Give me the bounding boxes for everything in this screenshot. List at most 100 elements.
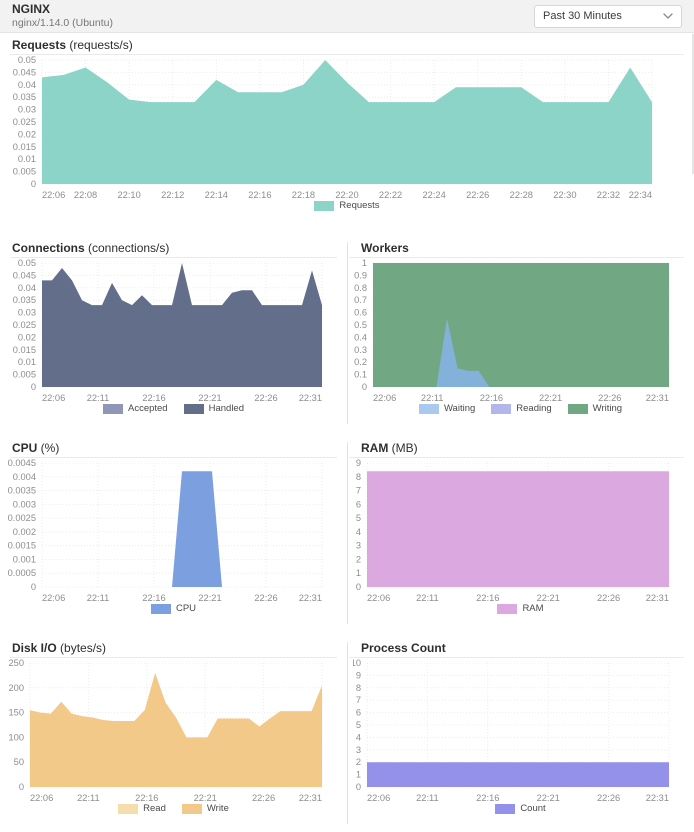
svg-text:0.03: 0.03 (18, 105, 36, 115)
svg-text:22:16: 22:16 (142, 393, 165, 403)
svg-text:100: 100 (8, 732, 24, 742)
svg-text:3: 3 (356, 541, 361, 551)
svg-text:22:16: 22:16 (476, 793, 499, 803)
svg-text:22:24: 22:24 (423, 190, 446, 200)
svg-text:0: 0 (31, 582, 36, 592)
svg-text:0.02: 0.02 (18, 129, 36, 139)
svg-text:22:06: 22:06 (42, 393, 65, 403)
svg-text:0.004: 0.004 (13, 472, 36, 482)
svg-text:0.0005: 0.0005 (8, 568, 36, 578)
svg-text:22:10: 22:10 (118, 190, 141, 200)
svg-text:22:16: 22:16 (248, 190, 271, 200)
svg-text:22:16: 22:16 (476, 593, 499, 603)
svg-text:0.04: 0.04 (18, 283, 36, 293)
svg-text:22:16: 22:16 (142, 593, 165, 603)
svg-text:0.0015: 0.0015 (8, 541, 36, 551)
svg-text:22:06: 22:06 (367, 793, 390, 803)
svg-text:22:31: 22:31 (299, 593, 322, 603)
svg-text:0.2: 0.2 (354, 357, 367, 367)
svg-text:4: 4 (356, 527, 361, 537)
svg-text:22:06: 22:06 (373, 393, 396, 403)
svg-text:1: 1 (362, 258, 367, 268)
svg-text:8: 8 (356, 683, 361, 693)
svg-text:9: 9 (356, 458, 361, 468)
svg-text:22:16: 22:16 (135, 793, 158, 803)
svg-text:22:31: 22:31 (646, 593, 669, 603)
svg-text:0.0045: 0.0045 (8, 458, 36, 468)
svg-text:8: 8 (356, 472, 361, 482)
svg-text:0.005: 0.005 (13, 370, 36, 380)
svg-text:22:16: 22:16 (480, 393, 503, 403)
svg-text:0.05: 0.05 (18, 55, 36, 65)
svg-text:22:28: 22:28 (510, 190, 533, 200)
svg-text:22:06: 22:06 (42, 190, 65, 200)
svg-text:22:06: 22:06 (30, 793, 53, 803)
svg-text:0.3: 0.3 (354, 345, 367, 355)
svg-text:50: 50 (14, 757, 24, 767)
svg-text:22:18: 22:18 (292, 190, 315, 200)
svg-text:22:08: 22:08 (74, 190, 97, 200)
svg-text:0.002: 0.002 (13, 527, 36, 537)
svg-text:22:26: 22:26 (252, 793, 275, 803)
svg-text:22:06: 22:06 (367, 593, 390, 603)
svg-text:0.04: 0.04 (18, 80, 36, 90)
svg-text:22:26: 22:26 (597, 793, 620, 803)
svg-text:0.9: 0.9 (354, 270, 367, 280)
svg-text:0.01: 0.01 (18, 154, 36, 164)
svg-text:22:11: 22:11 (87, 593, 110, 603)
svg-text:0: 0 (31, 382, 36, 392)
svg-text:10: 10 (353, 658, 361, 668)
svg-text:5: 5 (356, 513, 361, 523)
svg-text:2: 2 (356, 757, 361, 767)
svg-text:9: 9 (356, 670, 361, 680)
svg-text:22:12: 22:12 (161, 190, 184, 200)
svg-text:22:21: 22:21 (194, 793, 217, 803)
svg-text:0.035: 0.035 (13, 295, 36, 305)
svg-text:3: 3 (356, 745, 361, 755)
svg-text:22:11: 22:11 (77, 793, 100, 803)
svg-text:0.5: 0.5 (354, 320, 367, 330)
svg-text:0.1: 0.1 (354, 370, 367, 380)
svg-text:22:31: 22:31 (646, 793, 669, 803)
svg-text:0.01: 0.01 (18, 357, 36, 367)
svg-text:0: 0 (356, 782, 361, 792)
svg-text:22:20: 22:20 (335, 190, 358, 200)
svg-text:5: 5 (356, 720, 361, 730)
svg-text:22:32: 22:32 (597, 190, 620, 200)
svg-text:0.015: 0.015 (13, 345, 36, 355)
svg-text:0.001: 0.001 (13, 554, 36, 564)
svg-text:0.03: 0.03 (18, 308, 36, 318)
svg-text:0.005: 0.005 (13, 167, 36, 177)
svg-text:22:22: 22:22 (379, 190, 402, 200)
svg-text:22:11: 22:11 (421, 393, 444, 403)
svg-text:250: 250 (8, 658, 24, 668)
svg-text:22:26: 22:26 (466, 190, 489, 200)
svg-text:0.035: 0.035 (13, 92, 36, 102)
svg-text:22:30: 22:30 (553, 190, 576, 200)
svg-text:6: 6 (356, 708, 361, 718)
svg-text:0.8: 0.8 (354, 283, 367, 293)
svg-text:1: 1 (356, 770, 361, 780)
svg-text:0: 0 (19, 782, 24, 792)
svg-text:22:21: 22:21 (198, 393, 221, 403)
svg-text:0.7: 0.7 (354, 295, 367, 305)
svg-text:22:26: 22:26 (597, 593, 620, 603)
svg-text:22:11: 22:11 (87, 393, 110, 403)
svg-text:0.025: 0.025 (13, 117, 36, 127)
svg-text:200: 200 (8, 683, 24, 693)
svg-text:0: 0 (356, 582, 361, 592)
svg-text:0.0035: 0.0035 (8, 486, 36, 496)
svg-text:2: 2 (356, 554, 361, 564)
svg-text:0.045: 0.045 (13, 270, 36, 280)
svg-text:22:31: 22:31 (646, 393, 669, 403)
svg-text:22:14: 22:14 (205, 190, 228, 200)
svg-text:22:26: 22:26 (598, 393, 621, 403)
svg-text:7: 7 (356, 695, 361, 705)
svg-text:7: 7 (356, 486, 361, 496)
svg-text:0.025: 0.025 (13, 320, 36, 330)
svg-text:0: 0 (31, 179, 36, 189)
svg-text:6: 6 (356, 499, 361, 509)
svg-text:1: 1 (356, 568, 361, 578)
svg-text:150: 150 (8, 708, 24, 718)
svg-text:22:11: 22:11 (416, 793, 439, 803)
